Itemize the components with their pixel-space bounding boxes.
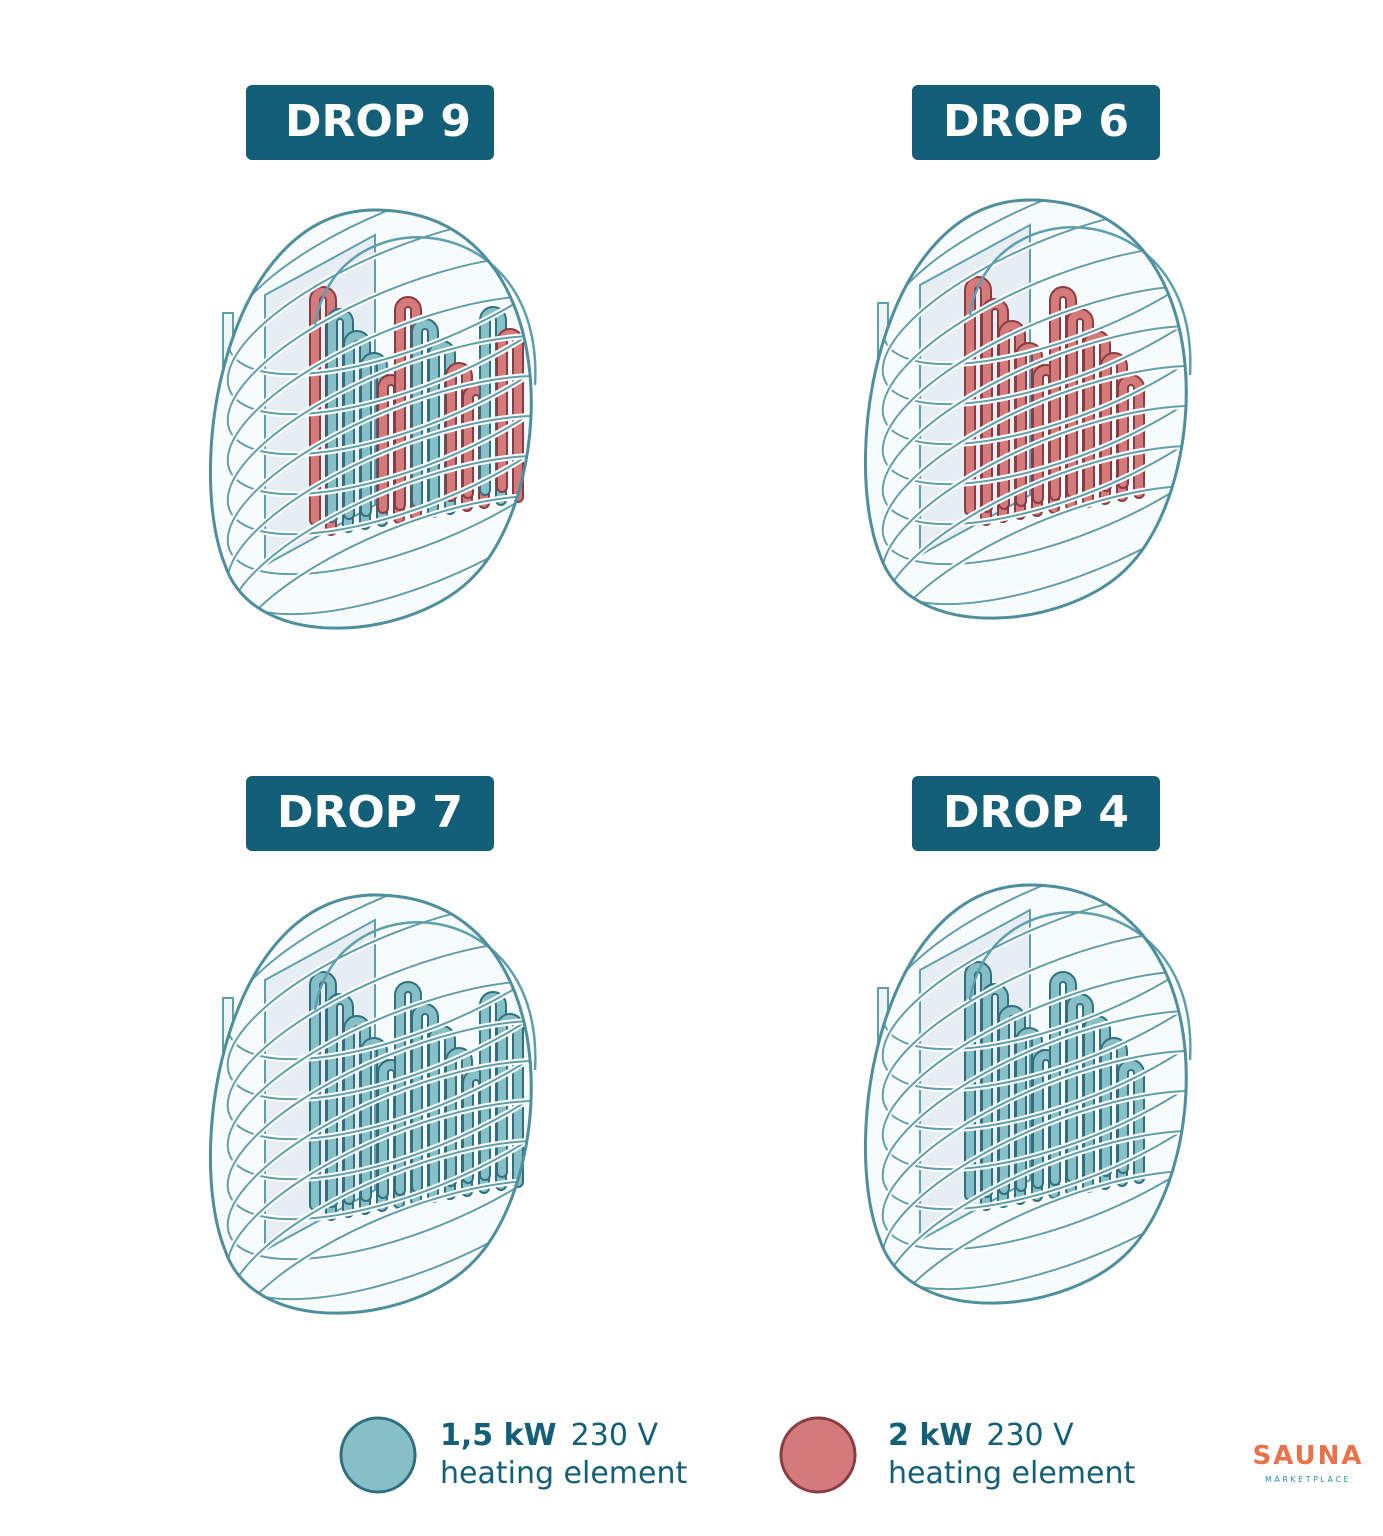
tube (966, 963, 990, 1209)
tube (1068, 995, 1092, 1191)
panel-title: DROP 4 (943, 787, 1129, 838)
tube (413, 320, 437, 516)
heater (209, 893, 537, 1315)
ring (881, 204, 1187, 406)
badge: DROP 4 (912, 776, 1160, 851)
ring (226, 334, 532, 536)
front-hoop (313, 236, 537, 386)
legend-text: 2 kW 230 V (888, 1418, 1074, 1453)
cage-outline (209, 893, 533, 1315)
ring (881, 284, 1187, 486)
ring (226, 254, 532, 456)
heater (864, 198, 1192, 620)
front-hoop (968, 226, 1192, 376)
legend-text: 1,5 kW 230 V (440, 1418, 658, 1453)
tube (311, 288, 335, 534)
badge: DROP 6 (912, 85, 1160, 160)
cage-rings (224, 895, 532, 1314)
front-hoop (968, 911, 1192, 1061)
ring (881, 889, 1187, 1091)
tube (1051, 973, 1075, 1194)
badge: DROP 7 (246, 776, 494, 851)
heater (864, 883, 1192, 1305)
tube (1051, 288, 1075, 509)
badge-bg (246, 776, 494, 851)
legend-label: heating element (440, 1456, 687, 1491)
cage-outline (209, 208, 533, 630)
badge: DROP 9 (246, 85, 494, 160)
tube (1119, 1061, 1143, 1182)
ring (881, 1169, 1187, 1304)
ring (226, 939, 532, 1141)
ring (881, 484, 1187, 619)
ring (881, 969, 1187, 1171)
logo: SAUNA MARKETPLACE (1252, 1441, 1363, 1484)
legend-label: heating element (888, 1456, 1135, 1491)
tube (966, 278, 990, 524)
ring (226, 494, 532, 629)
tube (396, 983, 420, 1204)
ring (226, 214, 532, 416)
cage-outline (864, 198, 1188, 620)
tube (1119, 376, 1143, 497)
legend-voltage: 230 V (986, 1418, 1074, 1453)
tube (413, 1005, 437, 1201)
ring (226, 1019, 532, 1221)
cage-outline (864, 883, 1188, 1305)
legend-power: 2 kW (888, 1418, 972, 1453)
ring (226, 374, 532, 576)
ring (226, 1059, 532, 1261)
front-hoop (313, 921, 537, 1071)
panel-title: DROP 7 (277, 787, 463, 838)
badge-bg (912, 85, 1160, 160)
ring (881, 364, 1187, 566)
logo-subtitle: MARKETPLACE (1265, 1475, 1351, 1484)
ring (226, 979, 532, 1181)
legend-power: 1,5 kW (440, 1418, 557, 1453)
ring (881, 929, 1187, 1131)
tube (396, 298, 420, 519)
heater (209, 208, 537, 630)
panel-title: DROP 9 (285, 96, 471, 147)
legend: 1,5 kW 230 V heating element 2 kW 230 V he… (339, 1416, 1135, 1494)
logo-name: SAUNA (1252, 1441, 1363, 1471)
legend-swatch (339, 1416, 417, 1494)
ring (226, 899, 532, 1101)
panel-title: DROP 6 (943, 96, 1129, 147)
legend-swatch (779, 1416, 857, 1494)
ring (226, 294, 532, 496)
badge-bg (912, 776, 1160, 851)
badge-bg (246, 85, 494, 160)
heaters (209, 198, 1192, 1315)
tube (1068, 310, 1092, 506)
ring (881, 324, 1187, 526)
tube (311, 973, 335, 1219)
ring (881, 1009, 1187, 1211)
ring (881, 244, 1187, 446)
ring (881, 1049, 1187, 1251)
legend-voltage: 230 V (571, 1418, 659, 1453)
ring (226, 1179, 532, 1314)
